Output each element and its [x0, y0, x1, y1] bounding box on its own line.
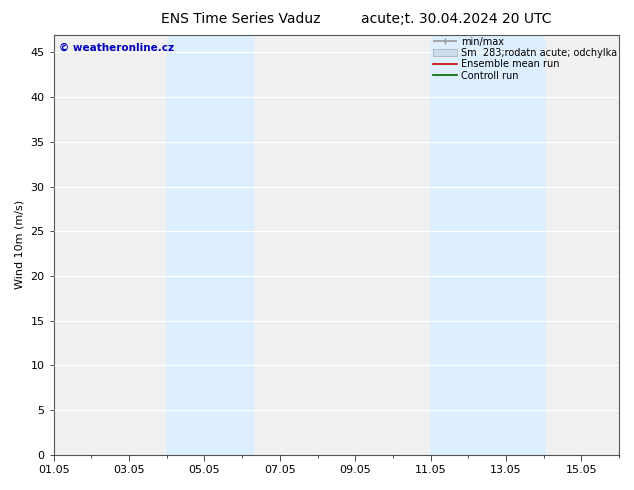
Bar: [430, 35, 506, 455]
Text: ENS Time Series Vaduz: ENS Time Series Vaduz: [161, 12, 321, 26]
Bar: [167, 35, 254, 455]
Bar: [506, 35, 543, 455]
Y-axis label: Wind 10m (m/s): Wind 10m (m/s): [15, 200, 25, 289]
Legend: min/max, Sm  283;rodatn acute; odchylka, Ensemble mean run, Controll run: min/max, Sm 283;rodatn acute; odchylka, …: [433, 37, 617, 81]
Text: acute;t. 30.04.2024 20 UTC: acute;t. 30.04.2024 20 UTC: [361, 12, 552, 26]
Text: © weatheronline.cz: © weatheronline.cz: [60, 43, 174, 53]
